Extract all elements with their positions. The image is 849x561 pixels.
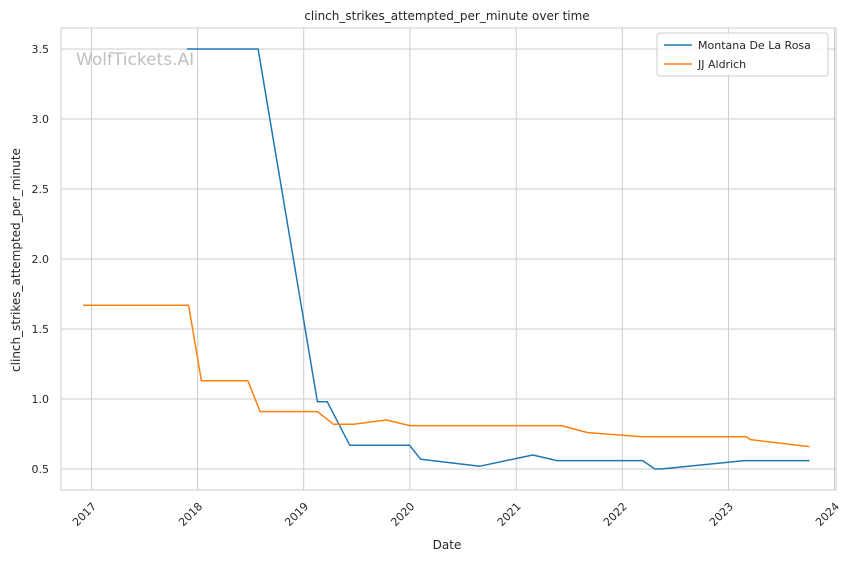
series-line-1 <box>186 48 810 470</box>
x-tick-label: 2021 <box>495 500 524 529</box>
ticks: 2017 2018 2019 2020 2021 2022 2023 2024 0.5 1.0 1.… <box>32 43 843 529</box>
y-tick-label: 2.5 <box>32 183 50 196</box>
y-tick-label: 1.0 <box>32 393 50 406</box>
legend: Montana De La Rosa JJ Aldrich <box>656 32 829 77</box>
y-tick-label: 0.5 <box>32 463 50 476</box>
watermark: WolfTickets.AI <box>76 50 194 70</box>
series-layer <box>83 48 810 470</box>
y-axis-label: clinch_strikes_attempted_per_minute <box>9 148 23 372</box>
x-tick-label: 2017 <box>70 500 99 529</box>
y-tick-label: 1.5 <box>32 323 50 336</box>
x-tick-label: 2020 <box>388 500 417 529</box>
x-tick-label: 2022 <box>601 500 630 529</box>
y-tick-label: 3.5 <box>32 43 50 56</box>
y-tick-label: 2.0 <box>32 253 50 266</box>
legend-label: JJ Aldrich <box>697 58 746 71</box>
x-axis-label: Date <box>433 538 462 552</box>
x-tick-label: 2023 <box>707 500 736 529</box>
x-tick-label: 2018 <box>176 500 205 529</box>
plot-area <box>60 27 837 491</box>
grid <box>61 28 836 490</box>
x-tick-label: 2019 <box>282 500 311 529</box>
chart-title: clinch_strikes_attempted_per_minute over… <box>304 9 589 23</box>
y-tick-label: 3.0 <box>32 113 50 126</box>
x-tick-label: 2024 <box>813 500 842 529</box>
series-line-2 <box>83 304 810 448</box>
legend-box <box>656 32 829 77</box>
legend-label: Montana De La Rosa <box>698 39 811 52</box>
